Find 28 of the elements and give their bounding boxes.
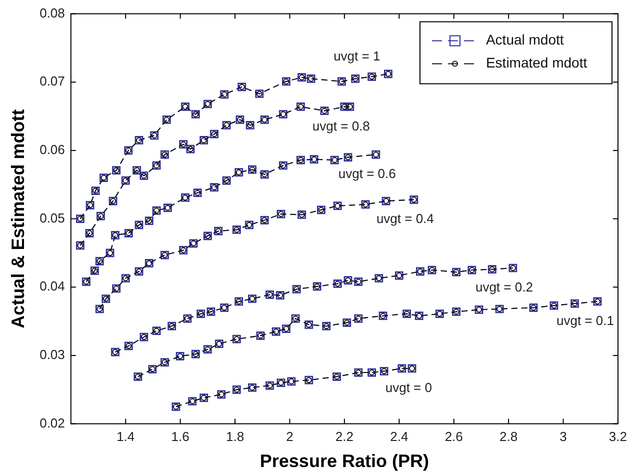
x-tick-label: 1.6: [171, 429, 190, 444]
y-tick-label: 0.02: [40, 415, 65, 430]
y-tick-label: 0.06: [40, 142, 65, 158]
y-tick-label: 0.05: [40, 210, 65, 226]
annotation: uvgt = 1: [334, 48, 380, 64]
annotation: uvgt = 0.4: [376, 211, 434, 226]
x-tick-label: 1.8: [226, 429, 244, 444]
legend-label: Estimated mdott: [486, 54, 588, 71]
y-tick-label: 0.04: [40, 278, 65, 294]
y-axis-title: Actual & Estimated mdott: [8, 109, 28, 328]
annotation: uvgt = 0.1: [556, 313, 614, 328]
x-tick-label: 2.8: [500, 429, 518, 444]
x-tick-label: 2.4: [390, 429, 408, 444]
annotation: uvgt = 0: [385, 380, 432, 396]
x-axis-title: Pressure Ratio (PR): [260, 451, 429, 472]
annotation: uvgt = 0.8: [312, 118, 370, 134]
y-tick-label: 0.08: [40, 5, 65, 20]
x-tick-label: 2: [286, 429, 294, 444]
x-tick-label: 3: [560, 429, 567, 444]
y-tick-label: 0.07: [40, 74, 65, 89]
x-tick-label: 1.4: [116, 429, 135, 444]
y-tick-label: 0.03: [40, 347, 65, 362]
annotation: uvgt = 0.2: [475, 280, 533, 295]
x-tick-label: 3.2: [608, 429, 628, 444]
annotation: uvgt = 0.6: [338, 166, 396, 182]
x-tick-label: 2.6: [444, 429, 463, 444]
legend-label: Actual mdott: [486, 32, 564, 48]
x-tick-label: 2.2: [335, 429, 354, 444]
